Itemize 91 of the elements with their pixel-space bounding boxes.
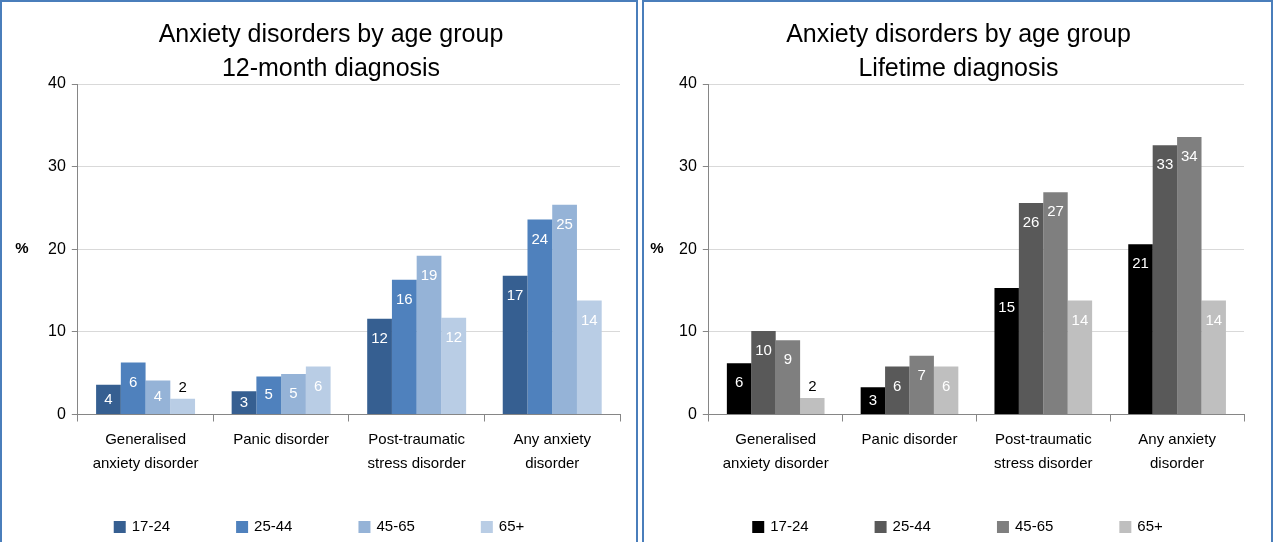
bar <box>416 255 442 414</box>
legend-label: 65+ <box>1137 517 1164 535</box>
legend-label: 45-65 <box>376 517 415 535</box>
data-label: 6 <box>734 373 744 391</box>
data-label: 6 <box>314 376 323 394</box>
data-label: 2 <box>178 377 187 395</box>
data-label: 25 <box>556 214 573 232</box>
data-label: 12 <box>445 327 463 345</box>
bar <box>367 318 392 414</box>
bar <box>1067 300 1093 414</box>
data-label: 10 <box>755 341 772 359</box>
bar <box>145 380 171 414</box>
data-label: 14 <box>580 310 598 328</box>
data-label: 33 <box>1156 155 1174 173</box>
y-axis-title: % <box>650 239 664 257</box>
legend-label: 17-24 <box>770 517 809 535</box>
data-label: 16 <box>395 289 413 307</box>
data-label: 4 <box>153 387 163 405</box>
x-tick-label: Post-traumatic stress disorder <box>367 430 466 471</box>
bar <box>1018 202 1044 414</box>
bar <box>96 384 121 414</box>
data-label: 17 <box>506 285 524 303</box>
data-label: 14 <box>1071 310 1089 328</box>
data-label: 6 <box>129 372 138 390</box>
data-label: 27 <box>1047 202 1064 220</box>
data-label: 5 <box>289 384 298 402</box>
bar <box>751 331 776 414</box>
bar <box>726 363 752 414</box>
data-label: 21 <box>1132 254 1149 272</box>
y-tick-label: 30 <box>48 157 66 175</box>
y-tick-label: 20 <box>679 239 697 257</box>
data-label: 24 <box>531 229 549 247</box>
y-tick-label: 40 <box>48 74 66 92</box>
bar <box>391 279 417 414</box>
bar <box>885 366 910 414</box>
data-label: 15 <box>998 298 1016 316</box>
chart-subtitle: 12-month diagnosis <box>221 52 441 81</box>
legend-label: 65+ <box>498 517 525 535</box>
legend-label: 17-24 <box>131 517 171 535</box>
bar <box>1128 244 1153 414</box>
y-tick-label: 20 <box>48 239 66 257</box>
legend-label: 25-44 <box>254 517 293 535</box>
chart-subtitle: Lifetime diagnosis <box>858 52 1059 81</box>
data-label: 9 <box>783 350 793 368</box>
bar <box>502 275 528 414</box>
bar <box>120 362 146 414</box>
bar <box>256 376 282 414</box>
y-tick-label: 30 <box>679 157 697 175</box>
data-label: 5 <box>264 385 273 403</box>
bar <box>1201 300 1226 414</box>
y-axis-title: % <box>15 239 29 257</box>
x-tick-label: Any anxiety disorder <box>513 430 592 471</box>
data-label: 6 <box>941 376 951 394</box>
chart-title: Anxiety disorders by age group <box>786 18 1131 47</box>
bar <box>441 317 467 414</box>
bar <box>933 366 959 414</box>
data-label: 14 <box>1205 310 1223 328</box>
x-tick-label: Generalised anxiety disorder <box>92 430 199 471</box>
bar <box>800 397 825 414</box>
y-tick-label: 0 <box>687 404 697 422</box>
data-label: 19 <box>420 266 438 283</box>
x-tick-label: Panic disorder <box>861 430 958 448</box>
data-label: 7 <box>917 365 926 383</box>
bar <box>994 288 1019 414</box>
data-label: 4 <box>104 389 113 407</box>
data-label: 34 <box>1180 147 1198 165</box>
legend-label: 25-44 <box>892 517 931 535</box>
data-label: 3 <box>868 390 878 408</box>
bar <box>860 387 886 414</box>
data-label: 2 <box>808 377 817 395</box>
y-tick-label: 0 <box>56 404 66 422</box>
data-label: 26 <box>1022 213 1040 231</box>
x-tick-label: Post-traumatic stress disorder <box>994 430 1093 471</box>
y-tick-label: 10 <box>679 322 697 340</box>
legend-label: 45-65 <box>1014 517 1054 535</box>
data-label: 6 <box>893 376 902 394</box>
x-tick-label: Panic disorder <box>233 430 330 448</box>
data-label: 3 <box>239 392 249 410</box>
bar <box>576 300 602 414</box>
x-tick-label: Any anxiety disorder <box>1138 430 1217 471</box>
bar <box>552 204 577 414</box>
bar <box>305 366 331 414</box>
y-tick-label: 10 <box>48 322 66 340</box>
x-tick-label: Generalised anxiety disorder <box>722 430 829 471</box>
bar <box>170 398 196 414</box>
bar <box>281 374 306 414</box>
bar <box>527 219 553 414</box>
bar <box>1152 145 1178 414</box>
chart-title: Anxiety disorders by age group <box>158 18 504 47</box>
data-label: 12 <box>371 328 388 346</box>
y-tick-label: 40 <box>679 74 697 92</box>
